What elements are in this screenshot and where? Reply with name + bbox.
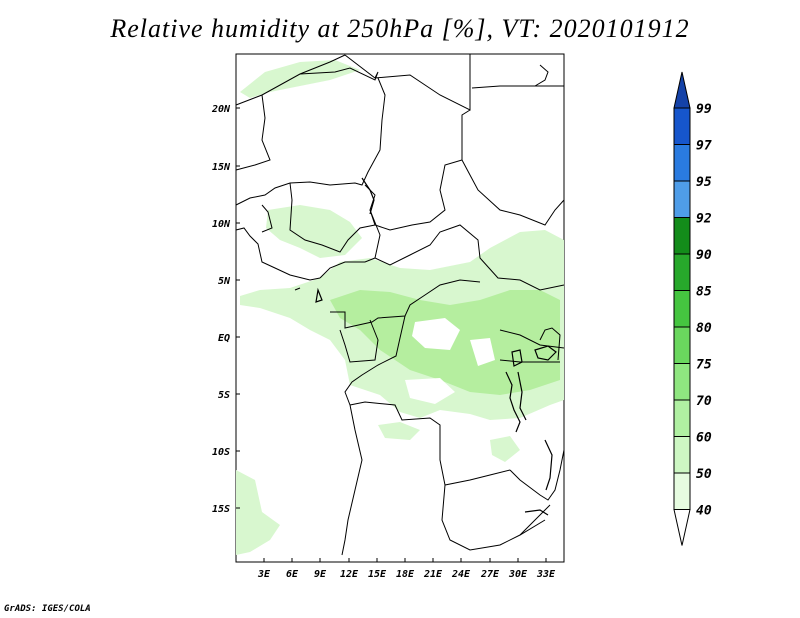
colorbar-label: 95 <box>696 175 712 190</box>
colorbar-segment <box>673 180 691 218</box>
lon-label: 21E <box>423 569 443 580</box>
colorbar-segment <box>673 144 691 182</box>
lat-label: 5S <box>218 390 230 401</box>
colorbar-label: 97 <box>696 139 712 154</box>
lat-axis: 20N 15N 10N 5N EQ 5S 10S 15S <box>211 104 240 515</box>
lon-label: 6E <box>286 569 299 580</box>
colorbar-label: 70 <box>696 394 712 409</box>
colorbar-label: 99 <box>696 102 712 117</box>
colorbar-label: 60 <box>696 431 712 446</box>
colorbar-segment <box>673 217 691 255</box>
colorbar-label: 92 <box>696 212 712 227</box>
colorbar: 40 50 60 70 75 80 85 90 92 95 97 99 <box>673 71 712 546</box>
colorbar-label: 80 <box>696 321 712 336</box>
colorbar-segment <box>673 363 691 401</box>
lon-label: 30E <box>508 569 528 580</box>
map-title: Relative humidity at 250hPa [%], VT: 202… <box>110 14 690 43</box>
lon-label: 18E <box>396 569 415 580</box>
colorbar-label: 90 <box>696 248 712 263</box>
colorbar-segment <box>673 436 691 474</box>
lon-axis: 3E 6E 9E 12E 15E 18E 21E 24E 27E 30E 33E <box>257 558 556 580</box>
colorbar-segment <box>673 326 691 364</box>
humidity-region-west-africa <box>266 205 362 258</box>
humidity-region-south-patch <box>378 422 420 440</box>
lon-label: 33E <box>536 569 556 580</box>
lat-label: EQ <box>218 333 230 344</box>
lat-label: 5N <box>218 276 231 287</box>
colorbar-label: 40 <box>696 504 712 519</box>
lon-label: 24E <box>451 569 471 580</box>
lakes-coastlines <box>294 177 557 516</box>
lat-label: 15S <box>212 504 230 515</box>
lon-label: 12E <box>340 569 359 580</box>
credit-text: GrADS: IGES/COLA <box>4 604 91 614</box>
lat-label: 20N <box>211 104 231 115</box>
lon-label: 27E <box>480 569 500 580</box>
humidity-region-southwest <box>236 470 280 555</box>
lat-label: 15N <box>212 162 231 173</box>
lat-label: 10N <box>212 219 231 230</box>
lat-label: 10S <box>212 447 230 458</box>
lon-label: 9E <box>314 569 327 580</box>
colorbar-segment <box>673 399 691 437</box>
lon-label: 15E <box>368 569 387 580</box>
humidity-region-east-patch <box>490 436 520 462</box>
humidity-gap <box>470 338 495 366</box>
colorbar-bottom-arrow <box>673 509 691 546</box>
country-borders <box>235 54 565 556</box>
colorbar-segment <box>673 472 691 510</box>
colorbar-label: 50 <box>696 467 712 482</box>
colorbar-label: 75 <box>696 358 712 373</box>
colorbar-segment <box>673 290 691 328</box>
humidity-gap <box>405 378 455 404</box>
humidity-gap <box>412 318 460 350</box>
lon-label: 3E <box>257 569 271 580</box>
humidity-region-north-streak <box>240 60 360 98</box>
colorbar-top-arrow <box>673 71 691 109</box>
colorbar-segment <box>673 253 691 291</box>
colorbar-segment <box>673 107 691 145</box>
colorbar-label: 85 <box>696 285 712 300</box>
